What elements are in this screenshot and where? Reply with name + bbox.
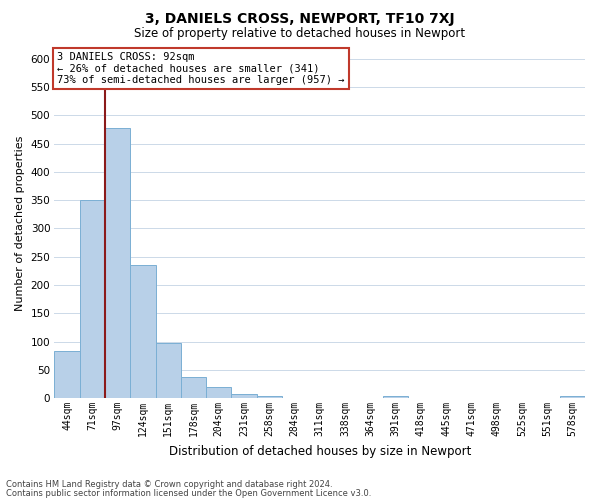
X-axis label: Distribution of detached houses by size in Newport: Distribution of detached houses by size … [169, 444, 471, 458]
Text: Contains public sector information licensed under the Open Government Licence v3: Contains public sector information licen… [6, 488, 371, 498]
Text: 3, DANIELS CROSS, NEWPORT, TF10 7XJ: 3, DANIELS CROSS, NEWPORT, TF10 7XJ [145, 12, 455, 26]
Bar [257, 396, 282, 398]
Bar [105, 128, 130, 398]
Bar [181, 377, 206, 398]
Bar [80, 200, 105, 398]
Bar [383, 396, 408, 398]
Y-axis label: Number of detached properties: Number of detached properties [15, 135, 25, 310]
Bar [206, 388, 232, 398]
Bar [232, 394, 257, 398]
Bar [130, 265, 155, 398]
Text: 3 DANIELS CROSS: 92sqm
← 26% of detached houses are smaller (341)
73% of semi-de: 3 DANIELS CROSS: 92sqm ← 26% of detached… [57, 52, 344, 85]
Text: Size of property relative to detached houses in Newport: Size of property relative to detached ho… [134, 28, 466, 40]
Text: Contains HM Land Registry data © Crown copyright and database right 2024.: Contains HM Land Registry data © Crown c… [6, 480, 332, 489]
Bar [155, 344, 181, 398]
Bar [560, 396, 585, 398]
Bar [55, 351, 80, 398]
